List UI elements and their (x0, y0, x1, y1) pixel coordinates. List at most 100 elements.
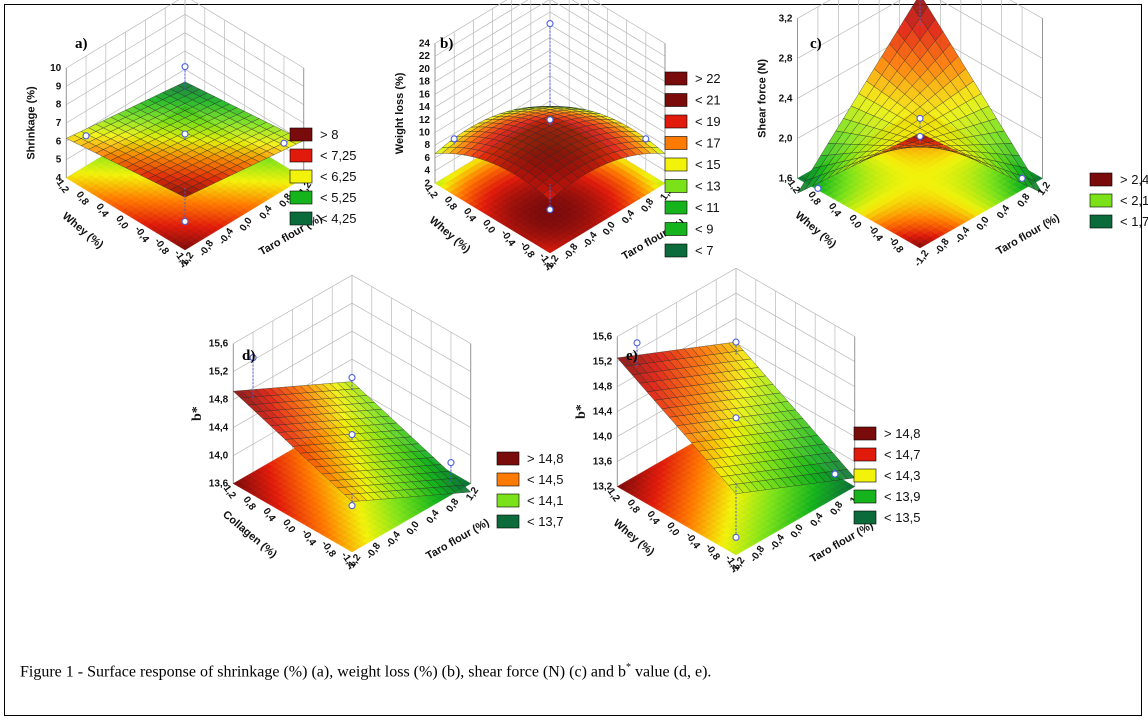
data-point (181, 63, 189, 71)
panel-label: a) (75, 36, 88, 52)
data-point (280, 139, 288, 147)
data-point (348, 502, 356, 510)
wall-grid-line (797, 0, 1043, 59)
legend-swatch (664, 200, 688, 215)
x-tick-label: 0,0 (601, 220, 618, 238)
z-tick-label: 13,2 (593, 482, 613, 493)
wall-grid-line (233, 274, 471, 344)
legend-swatch (664, 243, 688, 258)
y-tick-label: 0,4 (644, 509, 661, 527)
z-tick-label: 2,4 (779, 93, 793, 104)
x-tick-label: -0,4 (217, 226, 236, 247)
legend-label: < 7 (695, 243, 713, 258)
wall-grid-line (66, 50, 304, 124)
data-point (546, 20, 554, 28)
wall-grid-line (617, 267, 855, 337)
legend-swatch (496, 493, 520, 508)
x-tick-label: 0,8 (828, 499, 845, 517)
x-tick-label: 1,2 (464, 485, 481, 503)
chart-c: 1,62,02,42,83,2-1,2-0,8-0,40,00,40,81,2-… (757, 0, 1148, 269)
data-point (1018, 174, 1026, 182)
wall-grid-line (66, 32, 304, 105)
chart-b: 24681012141618202224-1,2-0,8-0,40,00,40,… (394, 0, 721, 274)
x-tick-label: 0,4 (809, 511, 826, 529)
legend-label: < 4,25 (320, 211, 357, 226)
z-tick-label: 15,2 (209, 367, 229, 378)
y-tick-label: 0,4 (826, 201, 843, 219)
z-tick-label: 20 (419, 64, 431, 75)
legend-label: > 14,8 (527, 451, 564, 466)
y-tick-label: 0,0 (280, 518, 297, 536)
z-tick-label: 3,2 (779, 13, 793, 24)
wall-grid-line (434, 75, 666, 146)
z-axis-label: Shrinkage (%) (25, 86, 37, 160)
z-axis-label: b* (190, 406, 205, 421)
x-tick-label: 0,0 (975, 215, 992, 233)
caption-sup: * (626, 662, 631, 673)
wall-grid-line (434, 11, 666, 82)
y-axis-label: Whey (%) (60, 210, 106, 251)
z-tick-label: 14,8 (593, 382, 613, 393)
legend-swatch (289, 211, 313, 226)
z-tick-label: 5 (56, 155, 62, 166)
z-ticks: 1,6 2,0 2,4 2,8 3,2 (779, 13, 793, 184)
data-point (732, 533, 740, 541)
x-tick-label: 0,4 (620, 208, 637, 226)
z-ticks: 4 5 6 7 8 9 10 (50, 63, 62, 184)
data-point (450, 135, 458, 143)
legend: > 14,8 < 14,7 < 14,3 < 13,9 < 13,5 (853, 426, 921, 525)
x-tick-label: 0,0 (789, 522, 806, 540)
y-tick-label: 0,0 (664, 521, 681, 539)
z-axis-label: Shear force (N) (757, 59, 769, 138)
legend-swatch (289, 127, 313, 142)
panel-d: 13,6 14,0 14,4 14,8 15,2 15,6 -1,2 -0,8 -0,4 0,0 0… (172, 274, 564, 630)
panel-b: 2 4 6 8 10 12 14 16 18 20 22 24 -1,2 -0,8 -0,4 0,0 0,4 0,… (390, 0, 730, 328)
legend-label: < 14,3 (884, 468, 921, 483)
x-tick-label: -0,8 (364, 541, 383, 562)
data-point (447, 459, 455, 467)
wall-grid-line (233, 330, 471, 400)
x-tick-label: 0,0 (238, 215, 255, 233)
y-tick-label: 0,8 (805, 190, 822, 208)
z-tick-label: 15,2 (593, 357, 613, 368)
legend-swatch (289, 190, 313, 205)
y-tick-label: 0,8 (442, 195, 459, 213)
z-tick-label: 1,6 (779, 173, 793, 184)
z-tick-label: 14 (419, 102, 431, 113)
legend-swatch (853, 447, 877, 462)
data-point (916, 114, 924, 122)
wall-grid-line (233, 302, 471, 372)
wall-grid-line (617, 292, 855, 362)
legend-swatch (664, 93, 688, 107)
z-tick-label: 4 (56, 173, 62, 184)
panel-c: 1,6 2,0 2,4 2,8 3,2 -1,2 -0,8 -0,4 0,0 0,4 0,8 1,2-… (757, 0, 1148, 328)
panel-label: e) (626, 348, 638, 364)
legend-label: > 14,8 (884, 426, 921, 441)
response-surface (232, 381, 472, 502)
legend-swatch (664, 179, 688, 193)
legend-label: > 8 (320, 127, 338, 142)
x-tick-label: 0,8 (1016, 191, 1033, 209)
z-tick-label: 24 (419, 38, 431, 49)
z-tick-label: 4 (424, 166, 430, 177)
z-tick-label: 22 (419, 51, 431, 62)
wall-grid-line (66, 0, 304, 69)
z-tick-label: 18 (419, 77, 431, 88)
legend-swatch (853, 510, 877, 525)
z-tick-label: 13,6 (209, 479, 229, 490)
x-tick-label: -0,8 (562, 241, 581, 262)
wall-grid-line (434, 0, 666, 44)
y-tick-label: 0,8 (625, 498, 642, 516)
z-tick-label: 14,0 (593, 432, 613, 443)
chart-d: 13,614,014,414,815,215,6-1,2-0,8-0,40,00… (190, 274, 564, 573)
legend-label: < 13 (695, 179, 721, 194)
response-surface (434, 106, 666, 201)
z-tick-label: 2 (424, 178, 430, 189)
legend-label: < 21 (695, 93, 721, 108)
x-tick-label: -0,4 (768, 532, 787, 553)
caption-suffix: value (d, e). (631, 663, 712, 681)
data-point (181, 217, 189, 226)
legend-swatch (1089, 193, 1113, 208)
legend-swatch (496, 472, 520, 487)
z-tick-label: 16 (419, 89, 431, 100)
